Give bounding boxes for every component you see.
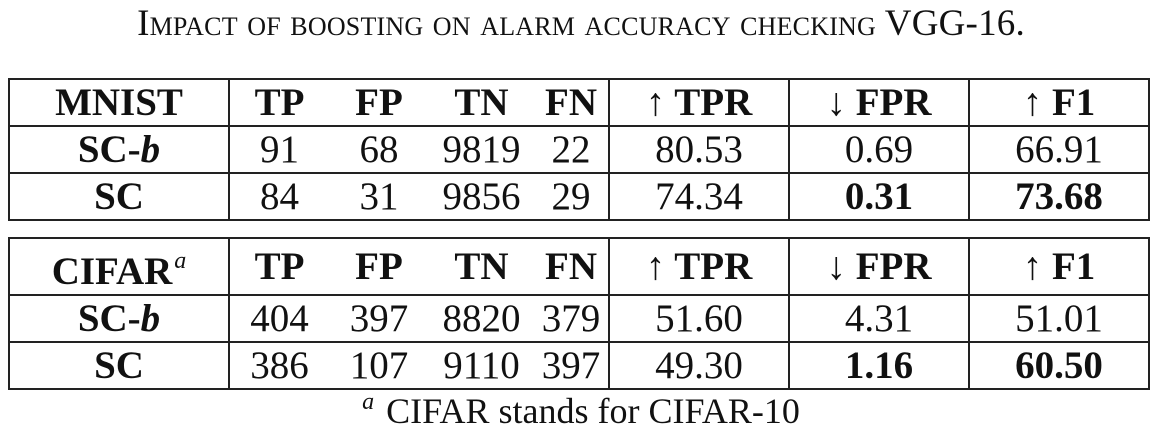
column-header: FP [329, 78, 429, 127]
table-row: SC-b 404 397 8820 379 51.60 4.31 51.01 [8, 294, 1150, 343]
value-cell: 51.01 [969, 294, 1150, 343]
column-header: FN [534, 237, 610, 296]
value-cell: 74.34 [609, 172, 790, 221]
value-cell: 66.91 [969, 125, 1150, 174]
value-cell: 0.31 [789, 172, 970, 221]
value-cell: 80.53 [609, 125, 790, 174]
value-cell: 22 [534, 125, 610, 174]
method-name: SC [94, 174, 144, 218]
footnote-text: CIFAR stands for CIFAR-10 [386, 391, 800, 431]
value-cell: 9819 [429, 125, 534, 174]
column-header: TN [429, 78, 534, 127]
value-cell: 107 [329, 341, 429, 390]
table-footnote: a CIFAR stands for CIFAR-10 [0, 381, 1162, 432]
column-header: TP [229, 237, 329, 296]
value-cell: 397 [329, 294, 429, 343]
method-cell: SC [8, 172, 230, 221]
footnote-ref: a [174, 248, 187, 274]
value-cell: 4.31 [789, 294, 970, 343]
column-header: ↑ TPR [609, 237, 790, 296]
column-header: FN [534, 78, 610, 127]
value-cell: 9856 [429, 172, 534, 221]
value-cell: 404 [229, 294, 329, 343]
value-cell: 379 [534, 294, 610, 343]
value-cell: 73.68 [969, 172, 1150, 221]
method-name: SC- [77, 296, 141, 340]
table-row: SC 386 107 9110 397 49.30 1.16 60.50 [8, 341, 1150, 390]
value-cell: 60.50 [969, 341, 1150, 390]
method-name: SC [94, 343, 144, 387]
column-header: ↑ F1 [969, 78, 1150, 127]
value-cell: 84 [229, 172, 329, 221]
value-cell: 8820 [429, 294, 534, 343]
cifar-results-table: CIFARa TP FP TN FN ↑ TPR ↓ FPR ↑ F1 SC-b 404 397 88… [8, 237, 1150, 390]
table-row: SC-b 91 68 9819 22 80.53 0.69 66.91 [8, 125, 1150, 174]
footnote-marker: a [362, 389, 375, 415]
method-cell: SC [8, 341, 230, 390]
dataset-name: MNIST [55, 80, 183, 124]
value-cell: 29 [534, 172, 610, 221]
value-cell: 31 [329, 172, 429, 221]
dataset-name-cell: MNIST [8, 78, 230, 127]
value-cell: 0.69 [789, 125, 970, 174]
value-cell: 51.60 [609, 294, 790, 343]
column-header: ↑ TPR [609, 78, 790, 127]
method-suffix: b [140, 127, 161, 171]
value-cell: 386 [229, 341, 329, 390]
dataset-name: CIFAR [51, 250, 173, 293]
column-header: FP [329, 237, 429, 296]
table-caption: Impact of boosting on alarm accuracy che… [137, 3, 1025, 44]
method-cell: SC-b [8, 125, 230, 174]
method-suffix: b [140, 296, 161, 340]
mnist-results-table: MNIST TP FP TN FN ↑ TPR ↓ FPR ↑ F1 SC-b 91 68 9819 2… [8, 78, 1150, 221]
column-header: TP [229, 78, 329, 127]
method-name: SC- [77, 127, 141, 171]
value-cell: 68 [329, 125, 429, 174]
column-header: TN [429, 237, 534, 296]
table-row: SC 84 31 9856 29 74.34 0.31 73.68 [8, 172, 1150, 221]
column-header: ↓ FPR [789, 78, 970, 127]
column-header: ↑ F1 [969, 237, 1150, 296]
value-cell: 397 [534, 341, 610, 390]
header-row: CIFARa TP FP TN FN ↑ TPR ↓ FPR ↑ F1 [8, 237, 1150, 296]
value-cell: 1.16 [789, 341, 970, 390]
method-cell: SC-b [8, 294, 230, 343]
value-cell: 91 [229, 125, 329, 174]
header-row: MNIST TP FP TN FN ↑ TPR ↓ FPR ↑ F1 [8, 78, 1150, 127]
value-cell: 9110 [429, 341, 534, 390]
dataset-name-cell: CIFARa [8, 237, 230, 296]
column-header: ↓ FPR [789, 237, 970, 296]
value-cell: 49.30 [609, 341, 790, 390]
